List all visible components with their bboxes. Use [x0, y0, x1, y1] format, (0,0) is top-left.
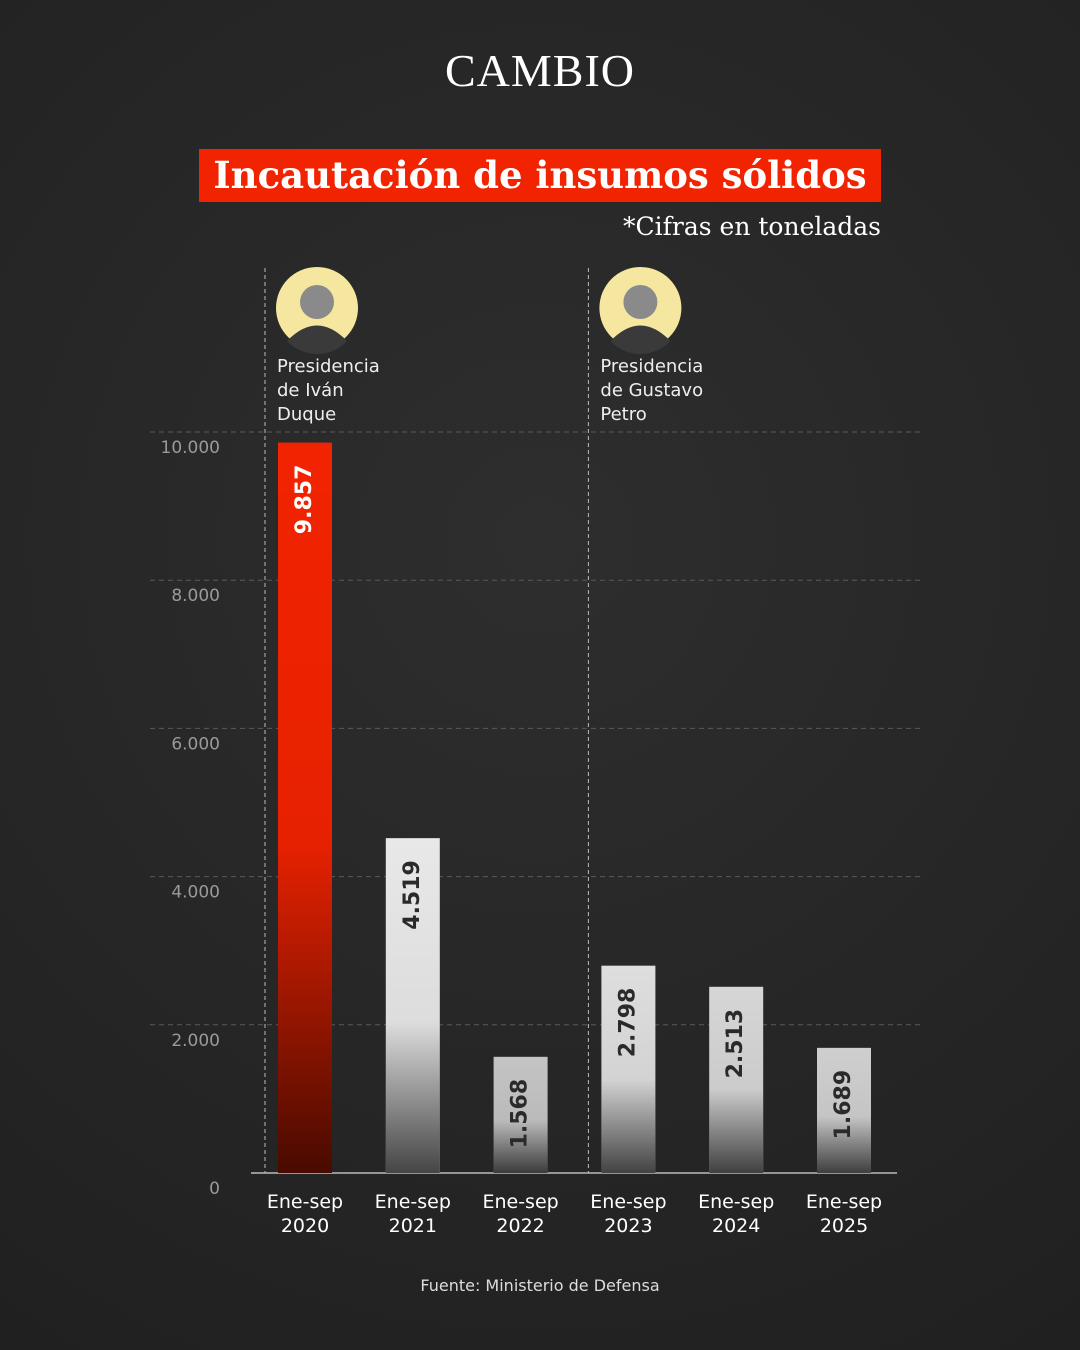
value-label: 2.798: [615, 988, 640, 1058]
bar-shade: [493, 1056, 548, 1173]
portrait-head: [300, 285, 334, 319]
value-label: 1.689: [831, 1070, 856, 1140]
annotation: Presidencia de Gustavo Petro: [600, 356, 704, 425]
x-tick-label: Ene-sep 2020: [266, 1191, 344, 1237]
y-tick-label: 8.000: [171, 586, 220, 606]
bar-shade: [601, 965, 656, 1173]
value-label: 1.568: [508, 1079, 533, 1149]
logo: CAMBIO: [444, 45, 636, 96]
x-tick-label: Ene-sep 2025: [805, 1191, 883, 1237]
value-label: 9.857: [292, 465, 317, 535]
x-tick-label: Ene-sep 2021: [374, 1191, 451, 1237]
x-tick-label: Ene-sep 2023: [590, 1191, 667, 1237]
bar-shade: [278, 442, 332, 1173]
bar-shade: [709, 986, 764, 1173]
chart-title: Incautación de insumos sólidos: [199, 149, 881, 202]
bar-shade: [385, 838, 440, 1173]
x-tick-label: Ene-sep 2024: [698, 1191, 775, 1237]
value-label: 2.513: [723, 1009, 748, 1079]
y-tick-label: 2.000: [171, 1031, 220, 1051]
portrait-body: [287, 325, 347, 355]
portrait-body: [610, 325, 671, 355]
portrait-head: [623, 285, 658, 319]
value-label: 4.519: [400, 860, 425, 930]
y-tick-label: 0: [209, 1179, 220, 1199]
y-tick-label: 4.000: [171, 883, 220, 903]
source: Fuente: Ministerio de Defensa: [420, 1276, 660, 1295]
annotation: Presidencia de Iván Duque: [277, 356, 380, 425]
chart-subtitle: *Cifras en toneladas: [623, 212, 881, 241]
y-tick-label: 10.000: [161, 438, 220, 458]
bar-shade: [817, 1047, 871, 1173]
y-tick-label: 6.000: [171, 734, 220, 754]
x-tick-label: Ene-sep 2022: [482, 1191, 559, 1237]
